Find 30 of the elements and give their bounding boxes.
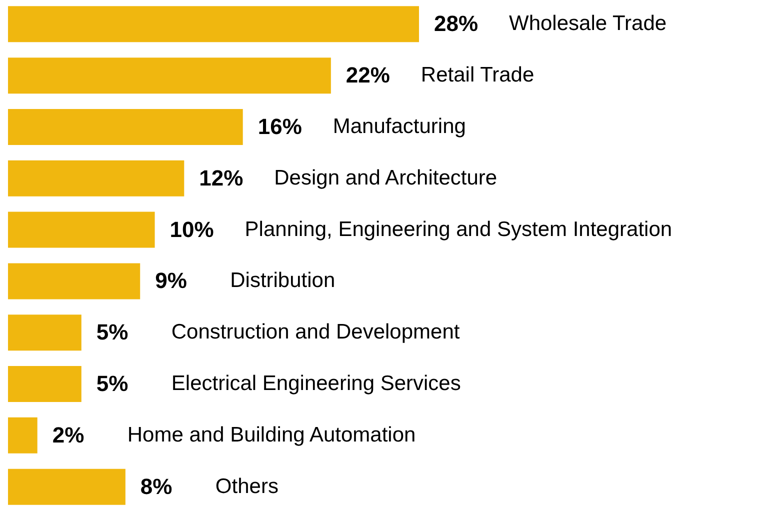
bar <box>8 160 184 196</box>
y-tick-label: Others <box>215 474 278 498</box>
y-tick-label: Design and Architecture <box>274 166 498 190</box>
data-label: 10% <box>170 216 214 242</box>
bar <box>8 6 419 42</box>
bar <box>8 108 243 145</box>
data-label: 16% <box>258 114 302 139</box>
y-tick-label: Retail Trade <box>420 64 534 87</box>
y-tick-label: Construction and Development <box>171 320 460 344</box>
bar <box>8 212 155 248</box>
y-tick-label: Manufacturing <box>332 114 466 138</box>
data-label: 22% <box>346 62 390 88</box>
data-label: 9% <box>155 268 187 294</box>
bar <box>8 468 126 505</box>
y-tick-label: Wholesale Trade <box>509 12 667 36</box>
bar <box>8 366 82 402</box>
bar <box>8 417 38 454</box>
data-label: 8% <box>140 474 172 499</box>
data-label: 5% <box>96 320 128 345</box>
bar <box>8 314 82 351</box>
data-label: 5% <box>96 371 128 396</box>
data-label: 28% <box>434 11 478 36</box>
y-tick-label: Planning, Engineering and System Integration <box>244 218 672 241</box>
data-label: 2% <box>52 422 84 448</box>
bar <box>8 58 331 94</box>
y-tick-label: Distribution <box>230 269 336 292</box>
y-tick-label: Home and Building Automation <box>127 423 416 446</box>
data-label: 12% <box>199 165 244 190</box>
y-tick-label: Electrical Engineering Services <box>171 372 461 396</box>
bar <box>8 263 140 300</box>
